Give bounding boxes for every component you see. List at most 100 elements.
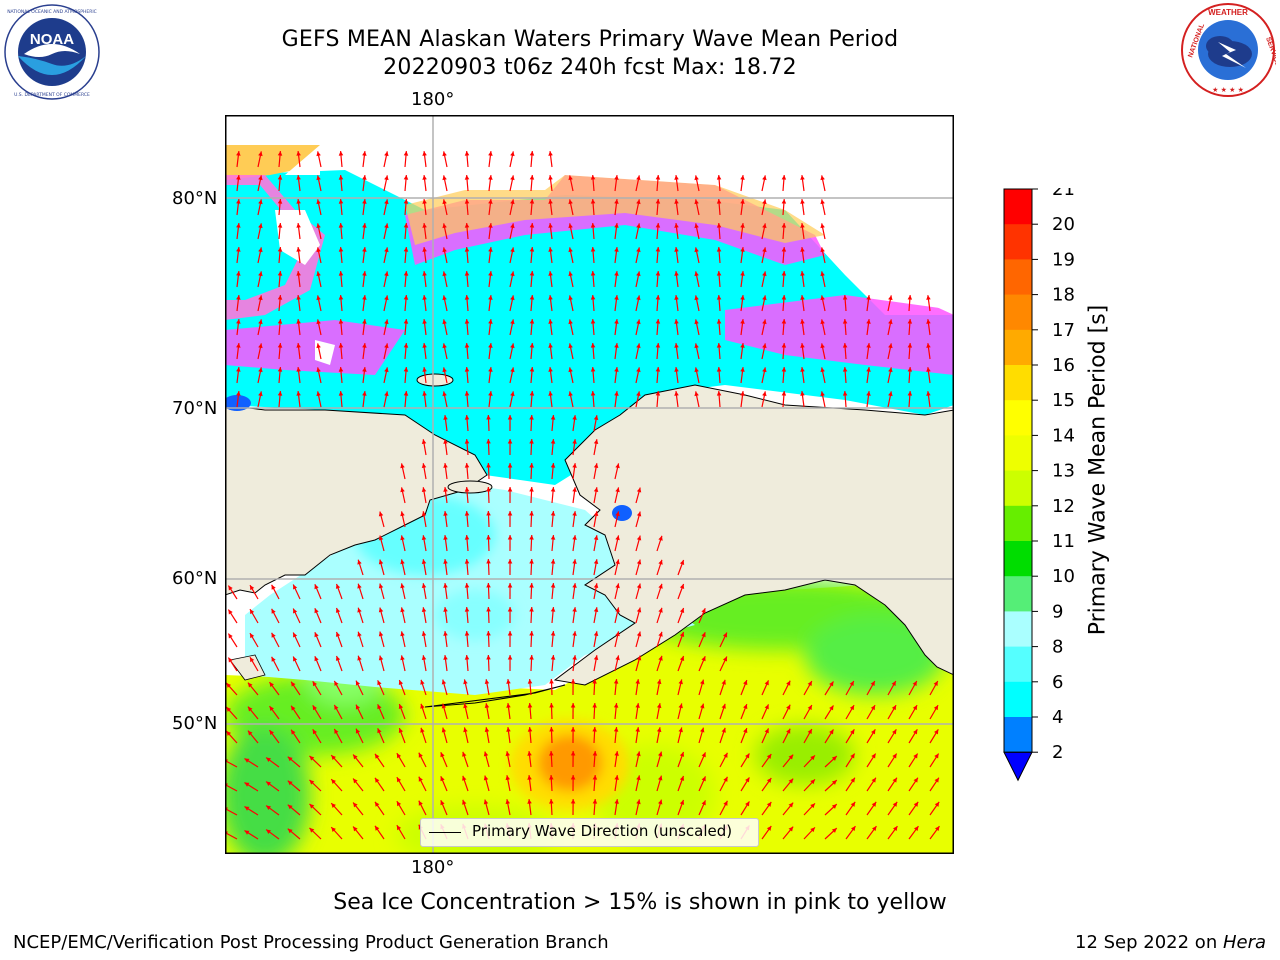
wave-arrow-head bbox=[464, 559, 470, 564]
wave-arrow-head bbox=[740, 367, 745, 372]
wave-arrow-head bbox=[701, 752, 706, 758]
colorbar-band bbox=[1004, 400, 1032, 436]
colorbar-band bbox=[1004, 611, 1032, 648]
wave-arrow-head bbox=[679, 655, 685, 661]
wave-arrow-head bbox=[334, 680, 339, 686]
wave-arrow-head bbox=[743, 704, 748, 710]
wave-arrow-head bbox=[614, 775, 619, 780]
wave-arrow-head bbox=[331, 779, 336, 784]
wave-arrow-head bbox=[287, 804, 293, 810]
wave-arrow-head bbox=[800, 247, 805, 252]
wave-arrow-head bbox=[488, 271, 493, 276]
wave-arrow-head bbox=[636, 199, 641, 205]
wave-arrow-head bbox=[334, 704, 339, 710]
wave-arrow-head bbox=[396, 753, 402, 759]
wave-arrow-head bbox=[488, 175, 493, 180]
wave-arrow-head bbox=[338, 151, 344, 156]
wave-arrow-head bbox=[613, 679, 619, 684]
chart-title: GEFS MEAN Alaskan Waters Primary Wave Me… bbox=[281, 27, 899, 52]
wave-arrow-head bbox=[258, 343, 263, 349]
wave-arrow-head bbox=[786, 704, 791, 710]
wave-arrow-head bbox=[590, 391, 596, 396]
wave-arrow-head bbox=[228, 633, 233, 639]
wave-arrow-head bbox=[850, 801, 856, 807]
wave-arrow-head bbox=[701, 608, 706, 614]
wave-arrow-head bbox=[615, 583, 620, 589]
wave-arrow-head bbox=[443, 487, 448, 492]
wave-arrow-head bbox=[293, 584, 298, 590]
wave-arrow-head bbox=[907, 367, 913, 372]
wave-arrow-head bbox=[277, 319, 283, 324]
wave-arrow-head bbox=[658, 631, 663, 637]
wave-arrow-head bbox=[723, 752, 728, 758]
wave-arrow-head bbox=[464, 151, 470, 156]
wave-arrow-head bbox=[745, 777, 750, 783]
wave-arrow-head bbox=[418, 776, 423, 782]
wave-arrow-head bbox=[338, 223, 344, 228]
wave-arrow-head bbox=[378, 607, 384, 613]
wave-arrow-head bbox=[550, 535, 556, 540]
wave-arrow-head bbox=[614, 751, 619, 756]
wave-arrow-head bbox=[418, 752, 423, 758]
wave-arrow-head bbox=[849, 681, 854, 687]
wave-arrow-head bbox=[572, 415, 577, 420]
wave-arrow-head bbox=[593, 583, 599, 589]
svg-text:★ ★ ★ ★: ★ ★ ★ ★ bbox=[1212, 86, 1244, 94]
wave-arrow-head bbox=[312, 705, 317, 711]
wave-arrow-head bbox=[484, 679, 490, 685]
wave-arrow-head bbox=[656, 679, 662, 685]
wave-arrow-head bbox=[614, 319, 619, 324]
wave-direction-arrows bbox=[225, 151, 940, 840]
wave-arrow-head bbox=[788, 754, 794, 760]
wave-arrow-head bbox=[384, 175, 389, 181]
wave-arrow-head bbox=[721, 703, 726, 709]
colorbar-band bbox=[1004, 259, 1032, 296]
wave-arrow-head bbox=[357, 655, 362, 661]
wave-arrow-head bbox=[820, 247, 825, 253]
wave-arrow-head bbox=[362, 391, 367, 396]
wave-arrow-head bbox=[674, 391, 679, 396]
wave-arrow-head bbox=[271, 584, 276, 590]
svg-text:NATIONAL OCEANIC AND ATMOSPHER: NATIONAL OCEANIC AND ATMOSPHERIC bbox=[7, 9, 97, 15]
wave-arrow-head bbox=[614, 247, 619, 252]
wave-arrow-head bbox=[679, 775, 685, 781]
wave-arrow-head bbox=[912, 705, 918, 711]
wave-arrow-head bbox=[486, 583, 491, 588]
wave-arrow-head bbox=[296, 367, 301, 372]
wave-arrow-head bbox=[258, 199, 263, 205]
wave-arrow-head bbox=[614, 199, 619, 204]
wave-arrow-head bbox=[549, 775, 554, 780]
wave-arrow-head bbox=[374, 801, 380, 807]
wave-arrow-head bbox=[510, 343, 515, 349]
wave-arrow-head bbox=[362, 151, 367, 156]
wave-arrow-head bbox=[762, 223, 767, 229]
wave-arrow-head bbox=[362, 199, 367, 204]
noaa-logo: NOAA NATIONAL OCEANIC AND ATMOSPHERIC U.… bbox=[4, 4, 100, 100]
wave-arrow-head bbox=[800, 367, 805, 372]
wave-arrow-head bbox=[442, 391, 447, 397]
wave-arrow-head bbox=[694, 319, 699, 325]
wave-arrow-head bbox=[384, 367, 389, 373]
legend-line-sample bbox=[429, 832, 461, 833]
wave-arrow-head bbox=[287, 756, 293, 762]
wave-arrow-head bbox=[636, 631, 642, 637]
wave-period-map bbox=[225, 115, 954, 854]
wave-arrow-head bbox=[701, 776, 706, 782]
wave-arrow-head bbox=[871, 801, 877, 807]
wave-arrow-head bbox=[403, 223, 409, 228]
wave-arrow-head bbox=[548, 391, 553, 396]
wave-arrow-head bbox=[740, 271, 745, 276]
wave-arrow-head bbox=[362, 343, 367, 348]
wave-arrow-head bbox=[464, 295, 470, 300]
wave-arrow-head bbox=[422, 343, 427, 348]
colorbar-band bbox=[1004, 576, 1032, 612]
wave-arrow-head bbox=[549, 799, 554, 804]
wave-arrow-head bbox=[488, 223, 493, 228]
wave-arrow-head bbox=[781, 343, 787, 348]
wave-arrow-head bbox=[701, 800, 706, 806]
lat-label-50: 50°N bbox=[172, 713, 218, 734]
wave-arrow-head bbox=[766, 801, 772, 807]
wave-arrow-head bbox=[745, 801, 750, 807]
wave-arrow-head bbox=[926, 295, 931, 300]
wave-arrow-head bbox=[510, 319, 515, 325]
